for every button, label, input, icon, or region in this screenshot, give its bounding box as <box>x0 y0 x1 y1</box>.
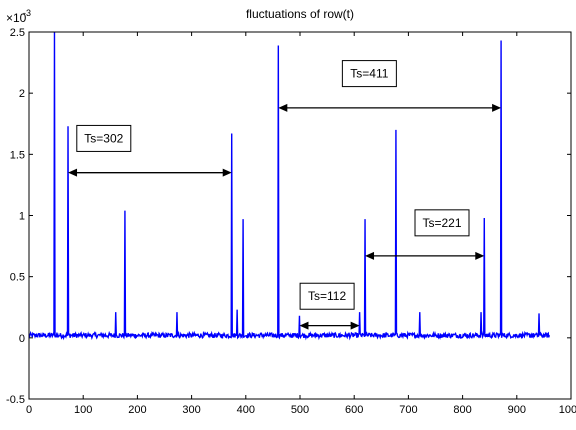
arrowhead-left <box>299 321 309 330</box>
period-label: Ts=302 <box>84 131 123 145</box>
series-group <box>28 31 550 341</box>
arrowhead-right <box>475 251 485 260</box>
period-annotation: Ts=221 <box>365 209 485 260</box>
arrowhead-right <box>350 321 360 330</box>
y-tick-label: -0.5 <box>6 394 25 406</box>
period-annotation: Ts=302 <box>68 124 232 177</box>
arrowhead-left <box>278 103 288 112</box>
plot-frame <box>28 31 572 400</box>
x-tick-label: 1000 <box>559 404 576 416</box>
arrowhead-left <box>365 251 375 260</box>
period-label: Ts=112 <box>308 289 346 303</box>
y-tick-label: 0 <box>19 333 25 345</box>
y-tick-label: 1.5 <box>10 149 25 161</box>
x-axis-ticks: 0 100 200 300 400 500 600 700 800 900 1000 <box>26 32 576 416</box>
y-exponent-label: ×10 -3 <box>6 8 31 25</box>
x-tick-label: 500 <box>291 404 309 416</box>
x-tick-label: 0 <box>26 404 32 416</box>
x-tick-label: 800 <box>453 404 471 416</box>
x-tick-label: 300 <box>182 404 200 416</box>
period-label-box <box>299 282 355 310</box>
arrowhead-left <box>68 168 78 177</box>
x-tick-label: 400 <box>237 404 255 416</box>
period-label: Ts=221 <box>422 216 461 230</box>
x-tick-label: 200 <box>128 404 146 416</box>
y-tick-label: 1 <box>19 211 25 223</box>
period-annotation: Ts=112 <box>299 282 360 330</box>
period-label-box <box>76 124 132 152</box>
annotations: Ts=302 Ts=411 Ts=112 Ts=221 <box>68 60 502 330</box>
y-tick-label: 0.5 <box>10 272 25 284</box>
period-label-box <box>341 60 397 88</box>
x-tick-label: 700 <box>399 404 417 416</box>
arrowhead-right <box>222 168 232 177</box>
period-label-box <box>414 209 470 237</box>
y-exponent-base: ×10 <box>6 11 27 25</box>
y-tick-label: 2.5 <box>10 27 25 39</box>
x-tick-label: 100 <box>74 404 92 416</box>
x-tick-label: 600 <box>345 404 363 416</box>
y-exponent-power: -3 <box>23 8 31 18</box>
period-annotation: Ts=411 <box>278 60 502 112</box>
x-tick-label: 900 <box>508 404 526 416</box>
arrowhead-right <box>492 103 502 112</box>
period-label: Ts=411 <box>350 67 388 81</box>
y-tick-label: 2 <box>19 88 25 100</box>
chart-title: fluctuations of row(t) <box>246 7 354 21</box>
